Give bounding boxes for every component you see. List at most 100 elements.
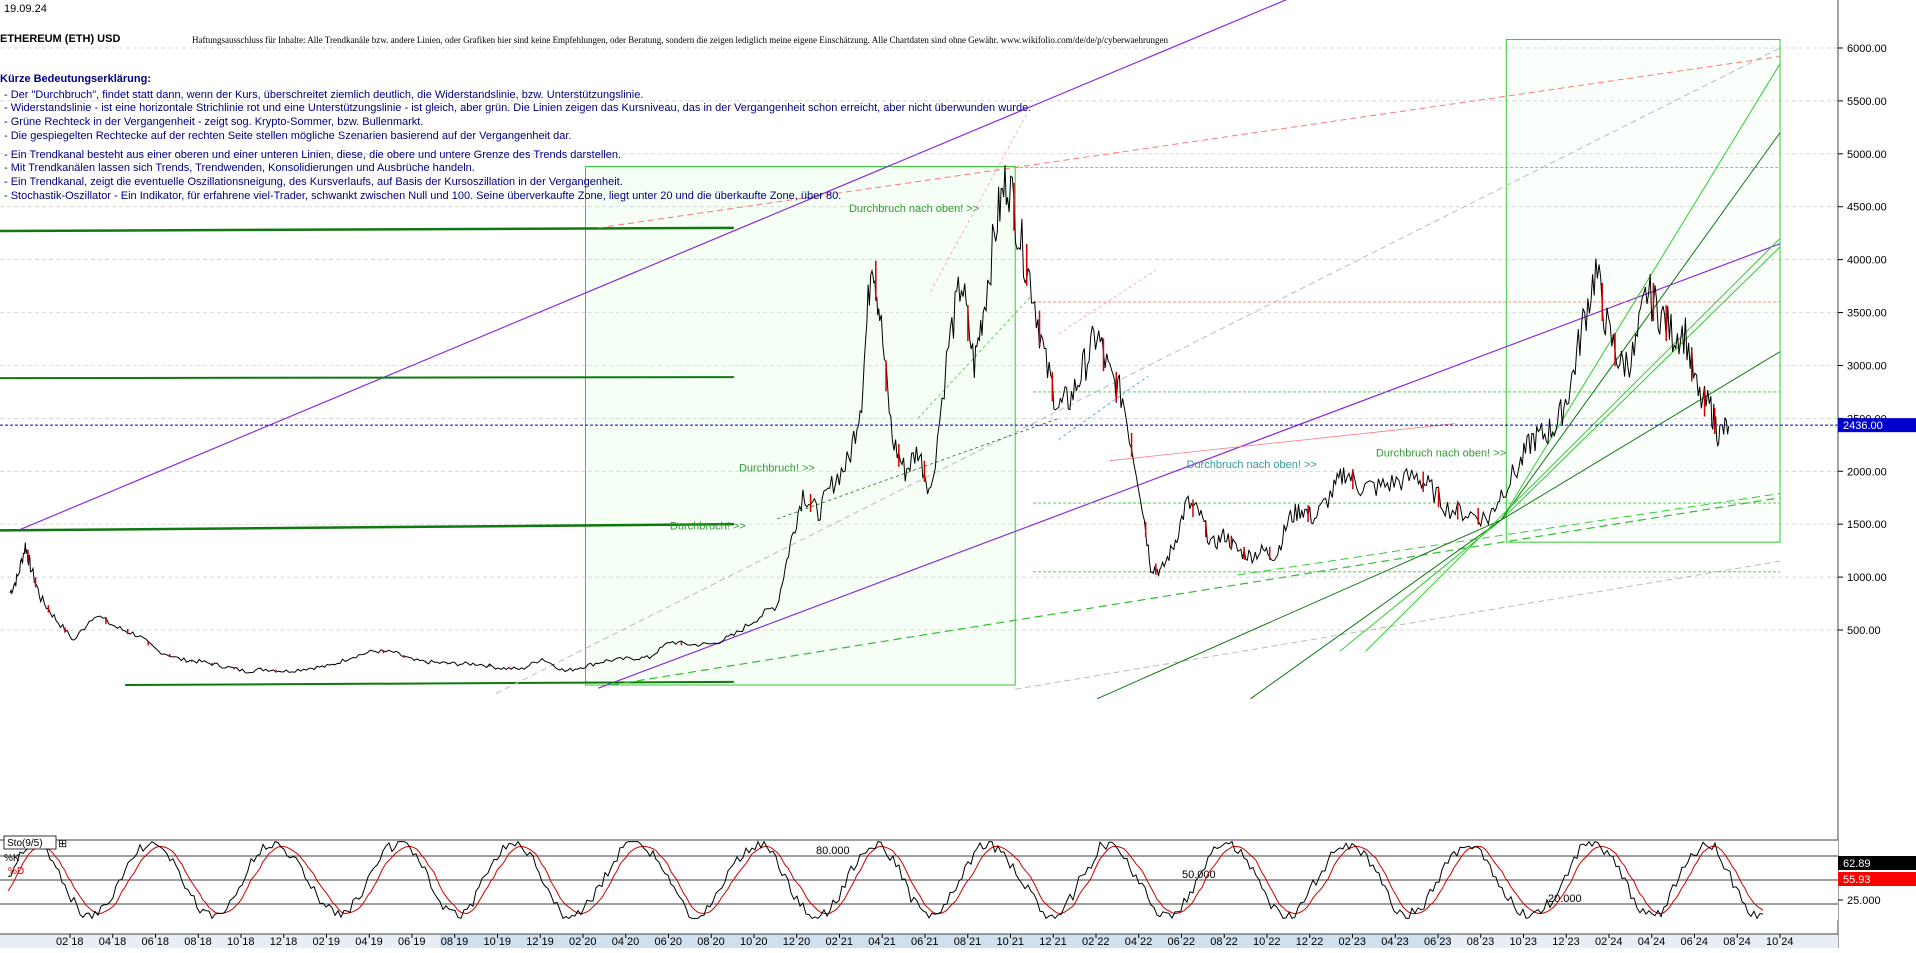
x-tick-label: 04 19 — [355, 936, 383, 948]
dark-green-level — [0, 226, 734, 233]
x-tick-label: 02 23 — [1339, 936, 1367, 948]
x-tick-label: 12 18 — [270, 936, 298, 948]
x-tick-label: 12 21 — [1039, 936, 1067, 948]
sto-label-box[interactable] — [3, 835, 57, 850]
x-tick-label: 12 23 — [1552, 936, 1580, 948]
x-tick-label: 04 24 — [1638, 936, 1666, 948]
support-trend — [1237, 493, 1781, 576]
x-tick-label: 10 22 — [1253, 936, 1281, 948]
y-tick-label: 5000.00 — [1847, 149, 1887, 161]
breakout-annotation: Durchbruch nach oben! >> — [849, 203, 979, 215]
y-tick-label: 6000.00 — [1847, 43, 1887, 55]
x-tick-label: 12 20 — [783, 936, 811, 948]
fan-line — [1500, 246, 1781, 521]
x-tick-label: 10 21 — [997, 936, 1025, 948]
small-trend — [917, 296, 1031, 419]
x-tick-label: 02 22 — [1082, 936, 1110, 948]
fan-line — [1339, 519, 1502, 652]
dark-green-level — [0, 522, 734, 532]
x-tick-label: 02 24 — [1595, 936, 1623, 948]
fan-line — [1500, 351, 1781, 521]
x-tick-label: 08 23 — [1467, 936, 1495, 948]
breakout-annotation: Durchbruch nach oben! >> — [1187, 459, 1317, 471]
bull-market-rectangles — [585, 39, 1781, 686]
x-tick-label: 04 21 — [868, 936, 896, 948]
purple-trend-lower — [598, 243, 1781, 689]
note-line: - Ein Trendkanal besteht aus einer obere… — [4, 149, 621, 161]
small-trend — [777, 417, 1059, 520]
x-tick-label: 10 19 — [484, 936, 512, 948]
k-value: 62.89 — [1843, 858, 1871, 870]
x-tick-label: 12 22 — [1296, 936, 1324, 948]
x-tick-label: 04 20 — [612, 936, 640, 948]
breakout-annotation: Durchbruch! >> — [670, 520, 746, 532]
x-tick-label: 06 18 — [142, 936, 170, 948]
rect-2020-2021 — [585, 166, 1016, 686]
d-value-marker: 55.93 — [1838, 872, 1916, 886]
red-short-trend — [1109, 423, 1456, 462]
note-line: - Widerstandslinie - ist eine horizontal… — [4, 102, 1031, 114]
x-axis-highlight — [440, 934, 1450, 948]
fan-line — [1500, 132, 1781, 521]
x-tick-label: 06 24 — [1681, 936, 1709, 948]
note-line: - Der "Durchbruch", findet statt dann, w… — [4, 89, 643, 101]
time-x-axis: 02 18 04 18 06 18 08 18 10 18 12 18 02 19 04 19… — [0, 933, 1838, 948]
note-line: - Grüne Rechteck in der Vergangenheit - … — [4, 116, 423, 128]
x-tick-label: 08 19 — [441, 936, 469, 948]
note-line: - Mit Trendkanälen lassen sich Trends, T… — [4, 162, 475, 174]
rect-2024-projection — [1505, 39, 1781, 543]
x-tick-label: 06 19 — [398, 936, 426, 948]
y-tick-label: 3000.00 — [1847, 360, 1887, 372]
k-label: %K — [4, 853, 20, 864]
y-tick-label: 4000.00 — [1847, 255, 1887, 267]
small-trend — [930, 111, 1029, 292]
osc-y-label: 25.000 — [1847, 895, 1881, 907]
trend-lines — [0, 0, 1781, 700]
last-price-label: 2436.00 — [1843, 420, 1883, 432]
support-trend — [610, 497, 1781, 686]
sto-label: Sto(9/5) — [7, 838, 43, 849]
annotations: Durchbruch nach oben! >> Durchbruch! >> Du… — [670, 203, 1506, 532]
x-tick-label: 06 21 — [911, 936, 939, 948]
x-tick-label: 02 18 — [56, 936, 84, 948]
y-tick-label: 4500.00 — [1847, 202, 1887, 214]
x-tick-label: 08 24 — [1723, 936, 1751, 948]
x-tick-label: 08 20 — [697, 936, 725, 948]
x-tick-label: 10 24 — [1766, 936, 1794, 948]
x-tick-label: 10 18 — [227, 936, 255, 948]
k-line — [7, 840, 1764, 920]
d-value: 55.93 — [1843, 874, 1871, 886]
fan-line — [1365, 238, 1781, 652]
reference-label: 80.000 — [816, 845, 850, 857]
fan-line — [1096, 519, 1502, 700]
note-line: - Die gespiegelten Rechtecke auf der rec… — [4, 130, 571, 142]
x-tick-label: 06 20 — [655, 936, 683, 948]
y-tick-label: 500.00 — [1847, 625, 1881, 637]
breakout-annotation: Durchbruch! >> — [739, 462, 815, 474]
price-line — [9, 165, 1730, 674]
x-tick-label: 06 23 — [1424, 936, 1452, 948]
x-tick-label: 08 18 — [184, 936, 212, 948]
x-tick-label: 08 21 — [954, 936, 982, 948]
x-tick-label: 02 21 — [826, 936, 854, 948]
legend-notes: - Der "Durchbruch", findet statt dann, w… — [4, 89, 1031, 202]
x-tick-label: 06 22 — [1168, 936, 1196, 948]
x-tick-label: 10 23 — [1510, 936, 1538, 948]
price-y-axis: 500.001000.001500.002000.002500.003000.0… — [1838, 43, 1887, 637]
y-tick-label: 1000.00 — [1847, 572, 1887, 584]
fan-line — [1250, 519, 1502, 700]
reference-label: 50.000 — [1182, 869, 1216, 881]
x-tick-label: 04 18 — [99, 936, 127, 948]
purple-trend-upper — [17, 0, 1288, 532]
k-value-marker: 62.89 — [1838, 856, 1916, 870]
price-series — [9, 165, 1730, 674]
x-tick-label: 02 20 — [569, 936, 597, 948]
y-tick-label: 2000.00 — [1847, 466, 1887, 478]
sto-expand-icon[interactable]: ⊞ — [58, 838, 67, 850]
breakout-annotation: Durchbruch nach oben! >> — [1376, 447, 1506, 459]
reference-label: 20.000 — [1548, 893, 1582, 905]
disclaimer: Haftungsausschluss für Inhalte: Alle Tre… — [192, 35, 1169, 45]
